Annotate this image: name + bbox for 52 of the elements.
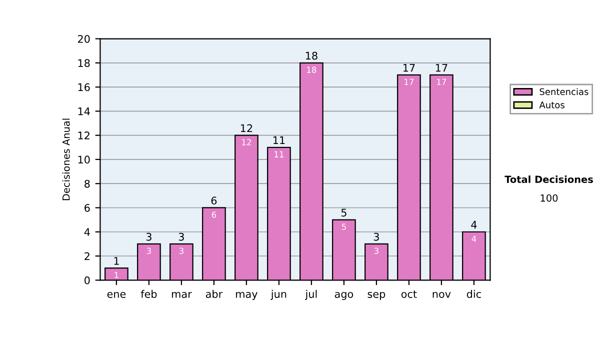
total-label: 17 xyxy=(436,64,448,72)
total-label: 5 xyxy=(341,208,346,217)
y-tick-label: 12 xyxy=(78,132,90,140)
x-tick-label: may xyxy=(236,292,258,300)
total-label: 11 xyxy=(273,136,285,144)
data-label: 4 xyxy=(472,236,476,242)
y-tick-label: 6 xyxy=(84,204,90,212)
total-label: 6 xyxy=(211,196,217,205)
y-tick-label: 0 xyxy=(84,276,90,284)
text: 100 xyxy=(540,194,558,202)
total-label: 17 xyxy=(403,64,415,72)
total-label: 3 xyxy=(178,232,184,241)
legend-label: Sentencias xyxy=(540,88,588,96)
total-label: 4 xyxy=(471,220,477,229)
text: Total Decisiones xyxy=(504,175,593,184)
x-tick-label: dic xyxy=(466,290,481,298)
y-tick-label: 20 xyxy=(78,34,90,43)
data-label: 3 xyxy=(374,248,378,254)
x-tick-label: ene xyxy=(107,292,126,298)
x-tick-label: jun xyxy=(270,290,286,300)
y-tick-label: 16 xyxy=(78,83,90,92)
x-tick-label: sep xyxy=(368,292,386,300)
y-tick-label: 14 xyxy=(78,108,90,116)
y-tick-label: 18 xyxy=(78,59,90,68)
y-tick-label: 8 xyxy=(84,180,90,188)
x-tick-label: jul xyxy=(305,290,317,300)
y-tick-label: 10 xyxy=(78,156,90,164)
data-label: 3 xyxy=(146,248,151,254)
data-label: 11 xyxy=(274,151,284,158)
y-axis-title: Decisiones Anual xyxy=(62,118,70,200)
y-tick-label: 2 xyxy=(84,252,90,260)
data-label: 17 xyxy=(437,78,446,85)
total-label: 18 xyxy=(306,52,318,60)
total-label: 3 xyxy=(374,232,379,241)
x-tick-label: nov xyxy=(432,292,451,298)
total-label: 1 xyxy=(114,257,119,265)
y-tick-label: 4 xyxy=(84,228,90,236)
x-tick-label: mar xyxy=(172,292,192,298)
data-label: 6 xyxy=(212,212,216,218)
x-tick-label: oct xyxy=(401,290,417,298)
legend-label: Autos xyxy=(539,102,564,108)
data-label: 18 xyxy=(307,66,316,73)
data-label: 17 xyxy=(404,78,414,85)
x-tick-label: abr xyxy=(206,290,223,298)
data-label: 3 xyxy=(179,248,184,254)
data-label: 12 xyxy=(242,139,251,146)
x-tick-label: feb xyxy=(140,290,157,298)
total-label: 12 xyxy=(240,124,252,132)
x-tick-label: ago xyxy=(334,292,354,300)
data-label: 5 xyxy=(342,224,346,230)
total-label: 3 xyxy=(146,232,152,241)
data-label: 1 xyxy=(114,272,118,278)
